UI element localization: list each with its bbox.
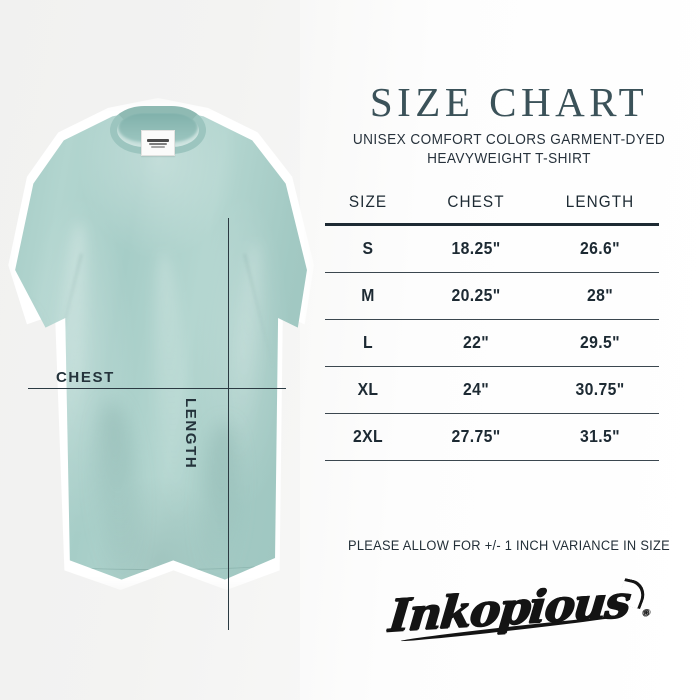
cell-chest: 18.25ʺ	[451, 238, 501, 259]
table-bottom-rule	[325, 459, 659, 462]
subtitle-line-1: UNISEX COMFORT COLORS GARMENT-DYED	[352, 132, 666, 148]
size-table: SIZE CHEST LENGTH S 18.25ʺ 26.6ʺ M 20.25…	[322, 192, 662, 462]
cell-length: 30.75ʺ	[575, 379, 625, 400]
length-measurement-label: LENGTH	[182, 398, 199, 470]
fabric-fold	[49, 221, 93, 473]
fabric-shadow	[15, 310, 57, 464]
table-row-divider	[325, 412, 659, 414]
variance-note: PLEASE ALLOW FOR +/- 1 INCH VARIANCE IN …	[348, 538, 670, 553]
column-header-chest: CHEST	[447, 192, 505, 211]
table-header-row: SIZE CHEST LENGTH	[322, 192, 662, 223]
column-header-length: LENGTH	[565, 192, 635, 211]
table-row-divider	[325, 318, 659, 320]
length-measurement-line	[228, 218, 230, 630]
chest-measurement-line	[28, 388, 286, 390]
brand-name: Inkopious	[386, 574, 632, 643]
subtitle-line-2: HEAVYWEIGHT T-SHIRT	[427, 151, 591, 167]
page-title: SIZE CHART	[369, 79, 649, 125]
cell-size: S	[362, 238, 374, 259]
cell-length: 26.6ʺ	[580, 238, 620, 259]
neck-label-tag	[141, 130, 175, 156]
cell-chest: 22ʺ	[462, 332, 490, 353]
fabric-fold	[148, 251, 194, 533]
column-header-size: SIZE	[348, 192, 388, 211]
chest-measurement-label: CHEST	[56, 369, 115, 386]
registered-trademark-icon: ®	[642, 607, 649, 618]
table-row: M 20.25ʺ 28ʺ	[322, 273, 662, 319]
table-row-divider	[325, 271, 659, 273]
cell-size: 2XL	[353, 426, 383, 447]
table-row: S 18.25ʺ 26.6ʺ	[322, 226, 662, 272]
table-header-rule	[325, 223, 659, 226]
table-row: 2XL 27.75ʺ 31.5ʺ	[322, 414, 662, 460]
cell-length: 28ʺ	[586, 285, 614, 306]
cell-chest: 27.75ʺ	[451, 426, 501, 447]
table-row: XL 24ʺ 30.75ʺ	[322, 367, 662, 413]
size-chart-panel: SIZE CHART UNISEX COMFORT COLORS GARMENT…	[318, 0, 700, 700]
tag-text-line	[151, 146, 165, 148]
product-photo: CHEST LENGTH	[0, 90, 320, 630]
brand-logo: Inkopious ®	[318, 575, 700, 643]
table-row-divider	[325, 365, 659, 367]
cell-chest: 20.25ʺ	[451, 285, 501, 306]
cell-length: 31.5ʺ	[580, 426, 620, 447]
table-row: L 22ʺ 29.5ʺ	[322, 320, 662, 366]
cell-size: M	[361, 285, 375, 306]
cell-size: XL	[357, 379, 379, 400]
right-panel-background	[300, 0, 700, 700]
cell-size: L	[363, 332, 373, 353]
page-subtitle: UNISEX COMFORT COLORS GARMENT-DYED HEAVY…	[329, 131, 688, 169]
tag-text-line	[149, 143, 167, 146]
cell-length: 29.5ʺ	[580, 332, 620, 353]
brand-wordmark: Inkopious ®	[386, 574, 650, 643]
tag-text-line	[147, 139, 169, 143]
tshirt-garment	[15, 106, 307, 580]
cell-chest: 24ʺ	[462, 379, 490, 400]
